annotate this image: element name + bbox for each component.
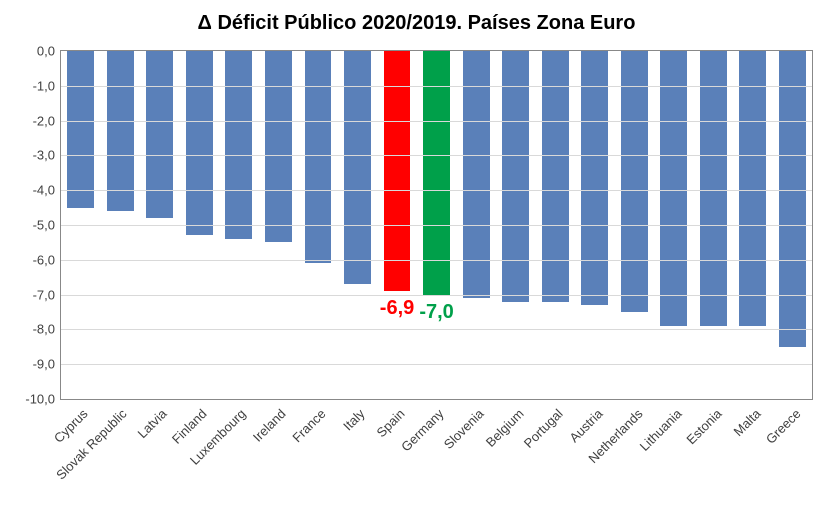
x-label-slot: Spain	[377, 400, 417, 510]
gridline	[61, 155, 812, 156]
bar	[107, 51, 134, 211]
bar	[700, 51, 727, 326]
bar	[621, 51, 648, 312]
gridline	[61, 260, 812, 261]
chart-container: Δ Déficit Público 2020/2019. Países Zona…	[0, 0, 833, 510]
y-tick-label: -4,0	[33, 183, 55, 198]
gridline	[61, 190, 812, 191]
bar	[581, 51, 608, 305]
y-tick-label: -7,0	[33, 287, 55, 302]
bar	[542, 51, 569, 302]
value-label: -6,9	[380, 297, 414, 320]
x-label-slot: Malta	[734, 400, 774, 510]
bar	[384, 51, 411, 291]
x-axis-labels: CyprusSlovak RepublicLatviaFinlandLuxemb…	[60, 400, 813, 510]
x-label-slot: Greece	[773, 400, 813, 510]
x-label-slot: Ireland	[258, 400, 298, 510]
gridline	[61, 364, 812, 365]
plot-area: -6,9-7,0 0,0-1,0-2,0-3,0-4,0-5,0-6,0-7,0…	[60, 50, 813, 400]
bar	[265, 51, 292, 242]
x-label-slot: Portugal	[536, 400, 576, 510]
y-tick-label: -1,0	[33, 78, 55, 93]
x-label-slot: Latvia	[139, 400, 179, 510]
x-label-slot: Italy	[337, 400, 377, 510]
gridline	[61, 86, 812, 87]
y-tick-label: -8,0	[33, 322, 55, 337]
y-tick-label: -3,0	[33, 148, 55, 163]
y-tick-label: -6,0	[33, 252, 55, 267]
gridline	[61, 121, 812, 122]
x-label-slot: Netherlands	[615, 400, 655, 510]
x-axis-label: Malta	[731, 406, 764, 439]
bar	[225, 51, 252, 239]
bar	[423, 51, 450, 295]
x-label-slot: Luxembourg	[219, 400, 259, 510]
x-label-slot: Estonia	[694, 400, 734, 510]
y-tick-label: 0,0	[37, 44, 55, 59]
bar	[146, 51, 173, 218]
x-axis-label: Spain	[373, 406, 407, 440]
gridline	[61, 225, 812, 226]
bar	[660, 51, 687, 326]
bar	[67, 51, 94, 208]
x-label-slot: Germany	[417, 400, 457, 510]
y-tick-label: -5,0	[33, 218, 55, 233]
bar	[502, 51, 529, 302]
bar	[463, 51, 490, 298]
x-label-slot: Lithuania	[654, 400, 694, 510]
y-tick-label: -10,0	[25, 392, 55, 407]
bar	[739, 51, 766, 326]
x-label-slot: Belgium	[496, 400, 536, 510]
x-axis-label: Latvia	[135, 406, 170, 441]
value-label: -7,0	[419, 301, 453, 324]
bar	[779, 51, 806, 347]
gridline	[61, 329, 812, 330]
x-label-slot: France	[298, 400, 338, 510]
chart-title: Δ Déficit Público 2020/2019. Países Zona…	[0, 12, 833, 35]
bar	[305, 51, 332, 263]
x-label-slot: Slovak Republic	[100, 400, 140, 510]
y-tick-label: -2,0	[33, 113, 55, 128]
y-tick-label: -9,0	[33, 357, 55, 372]
gridline	[61, 295, 812, 296]
x-label-slot: Slovenia	[456, 400, 496, 510]
bar	[186, 51, 213, 235]
x-axis-label: Italy	[340, 406, 367, 433]
